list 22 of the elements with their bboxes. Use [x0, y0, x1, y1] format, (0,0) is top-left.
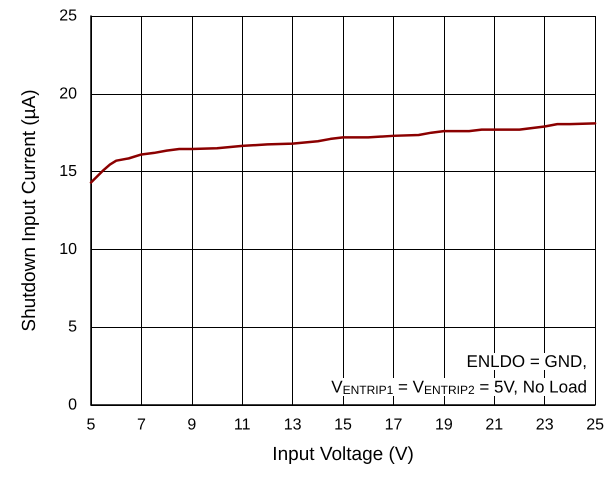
y-axis-title: Shutdown Input Current (µA) — [19, 89, 40, 332]
x-tick-label: 17 — [384, 416, 402, 434]
x-tick-label: 15 — [334, 416, 352, 434]
x-tick-label: 13 — [284, 416, 302, 434]
x-tick-label: 5 — [86, 416, 96, 434]
x-tick-label: 19 — [434, 416, 453, 434]
x-tick-label: 9 — [187, 416, 196, 434]
x-tick-label: 11 — [234, 416, 251, 434]
y-tick-label: 25 — [59, 8, 78, 24]
x-tick-label: 21 — [485, 416, 504, 434]
annotation: ENLDO = GND, — [466, 352, 588, 371]
x-tick-label: 25 — [586, 416, 604, 434]
line-series — [90, 122, 596, 184]
y-tick-label: 10 — [59, 240, 78, 258]
y-tick-label: 15 — [59, 163, 78, 180]
y-tick-label: 20 — [59, 85, 78, 102]
x-tick-label: 23 — [536, 416, 554, 434]
annotation: VENTRIP1 = VENTRIP2 = 5V, No Load — [331, 378, 587, 397]
y-tick-label: 5 — [68, 318, 78, 336]
y-tick-label: 0 — [68, 396, 78, 414]
x-axis-title: Input Voltage (V) — [272, 444, 414, 465]
x-tick-label: 7 — [136, 416, 146, 434]
